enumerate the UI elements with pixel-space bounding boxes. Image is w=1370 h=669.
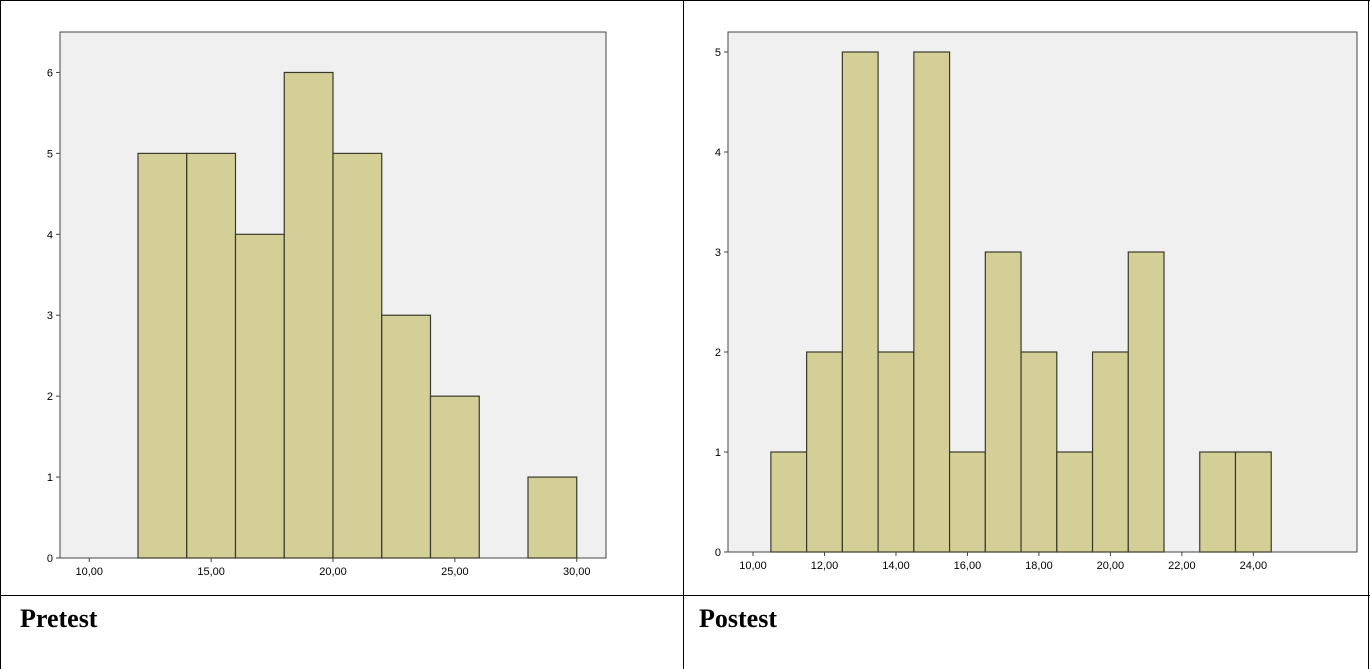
table-border-top (0, 0, 1370, 1)
pretest-histogram-bar-7 (527, 476, 578, 559)
postest-histogram-x-tick-label-5: 20,00 (1097, 560, 1125, 572)
postest-histogram-bar-7 (1020, 351, 1058, 553)
postest-histogram-bar-2 (841, 51, 879, 553)
postest-histogram-x-tick-label-6: 22,00 (1168, 560, 1196, 572)
pretest-histogram-y-tick-label-0: 0 (47, 553, 53, 565)
pretest-histogram-x-tick-label-4: 30,00 (563, 566, 591, 578)
caption-pretest: Pretest (20, 604, 98, 633)
postest-histogram-bar-12 (1234, 451, 1272, 553)
pretest-chart: 0 1 2 3 4 5 6 10,00 15,00 20,00 25,00 30,00 (2, 4, 680, 592)
postest-histogram-x-tick-label-4: 18,00 (1025, 560, 1053, 572)
pretest-histogram-bar-1 (186, 152, 237, 559)
postest-histogram-bar-4 (913, 51, 951, 553)
postest-histogram-y-tick-label-3: 3 (715, 247, 721, 259)
postest-histogram-bar-9 (1091, 351, 1129, 553)
table-border-middle (683, 0, 684, 669)
postest-histogram-bar-1 (806, 351, 843, 553)
pretest-histogram-y-tick-label-4: 4 (47, 229, 53, 241)
postest-histogram-x-tick-label-0: 10,00 (739, 560, 767, 572)
postest-histogram-bar-8 (1056, 451, 1094, 553)
postest-histogram-bar-0 (770, 451, 808, 553)
postest-histogram-y-tick-label-4: 4 (715, 147, 721, 159)
postest-histogram-y-tick-label-1: 1 (715, 447, 721, 459)
pretest-histogram-x-tick-label-2: 20,00 (319, 566, 347, 578)
postest-histogram-bar-11 (1199, 451, 1237, 553)
postest-histogram-bar-5 (948, 451, 986, 553)
table-border-right (1368, 0, 1369, 669)
pretest-histogram-bar-5 (381, 314, 432, 559)
pretest-histogram-svg: 0 1 2 3 4 5 6 10,00 15,00 20,00 25,00 30,00 (47, 31, 607, 578)
pretest-histogram-bar-2 (234, 233, 285, 559)
pretest-histogram-y-tick-label-1: 1 (47, 472, 53, 484)
postest-histogram-y-tick-label-2: 2 (715, 347, 721, 359)
pretest-histogram-x-tick-label-1: 15,00 (197, 566, 225, 578)
postest-histogram-x-tick-label-2: 14,00 (882, 560, 910, 572)
pretest-histogram-bar-4 (332, 152, 383, 559)
pretest-histogram-bar-6 (429, 395, 480, 559)
pretest-histogram-y-tick-label-3: 3 (47, 310, 53, 322)
postest-histogram-bar-6 (984, 251, 1022, 553)
table-border-row (0, 595, 1370, 596)
postest-histogram-x-tick-label-3: 16,00 (954, 560, 982, 572)
pretest-histogram-bar-0 (137, 152, 188, 559)
caption-postest: Postest (699, 604, 777, 633)
pretest-histogram-y-tick-label-5: 5 (47, 148, 53, 160)
pretest-histogram-x-tick-label-3: 25,00 (441, 566, 469, 578)
postest-histogram-svg: 0 1 2 3 4 5 10,00 12,00 14,00 16,00 18,00 20,00 22,0… (715, 31, 1358, 572)
pretest-histogram-y-tick-label-6: 6 (47, 67, 53, 79)
table-border-left (0, 0, 1, 669)
pretest-histogram-bar-3 (283, 71, 334, 559)
postest-histogram-x-tick-label-1: 12,00 (811, 560, 839, 572)
postest-histogram-bar-3 (877, 351, 915, 553)
postest-histogram-bar-10 (1127, 251, 1165, 553)
postest-chart: 0 1 2 3 4 5 10,00 12,00 14,00 16,00 18,00 20,00 22,0… (686, 4, 1366, 592)
postest-histogram-y-tick-label-5: 5 (715, 47, 721, 59)
pretest-histogram-x-tick-label-0: 10,00 (75, 566, 103, 578)
postest-histogram-y-tick-label-0: 0 (715, 547, 721, 559)
postest-histogram-x-tick-label-7: 24,00 (1240, 560, 1268, 572)
pretest-histogram-y-tick-label-2: 2 (47, 391, 53, 403)
